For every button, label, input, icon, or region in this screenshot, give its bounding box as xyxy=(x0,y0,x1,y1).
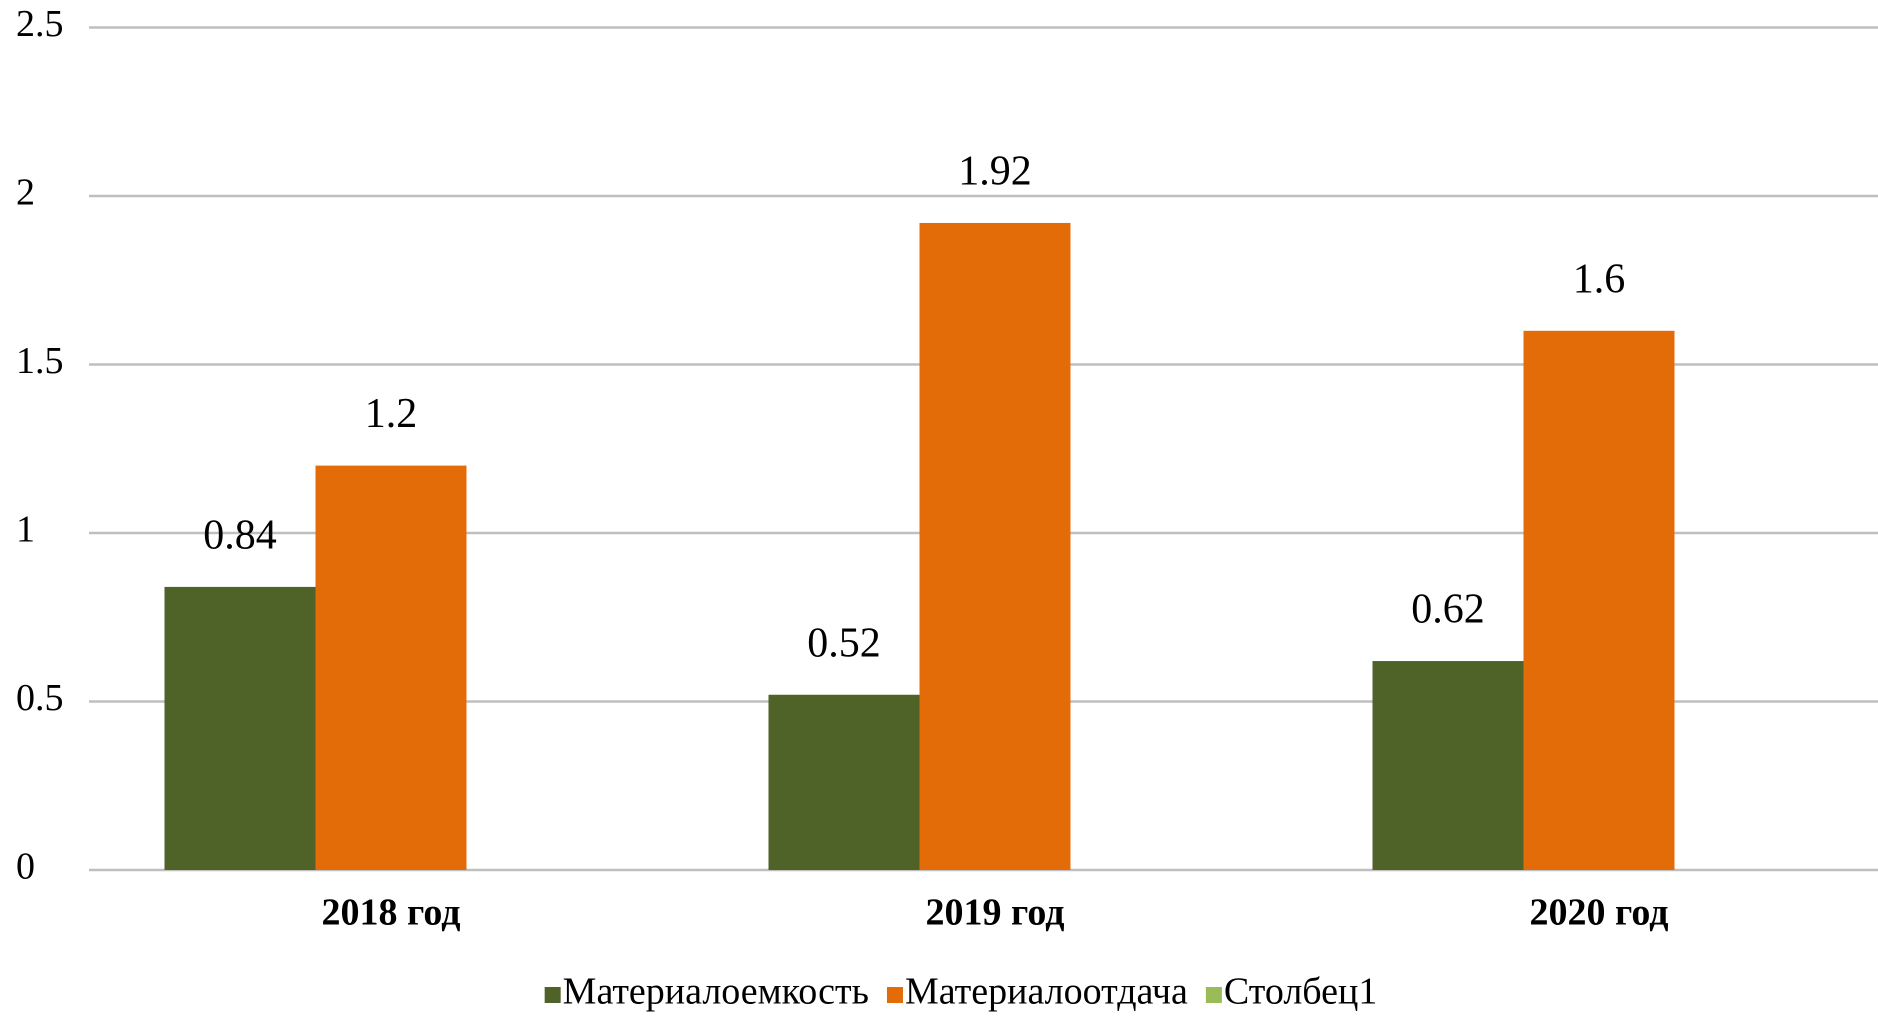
legend-label: Материалоемкость xyxy=(563,971,869,1013)
x-tick-label: 2019 год xyxy=(926,892,1065,934)
bar xyxy=(919,222,1071,870)
data-label: 0.62 xyxy=(1411,587,1485,633)
data-label: 0.52 xyxy=(807,620,881,666)
x-tick-label: 2018 год xyxy=(322,892,461,934)
y-tick-label: 2.5 xyxy=(16,3,64,45)
y-tick-label: 1.5 xyxy=(16,340,64,382)
legend-marker xyxy=(886,987,903,1003)
bar xyxy=(768,694,920,870)
legend-marker xyxy=(1205,987,1222,1003)
bar xyxy=(315,465,467,870)
data-label: 1.92 xyxy=(958,149,1032,195)
bar xyxy=(1523,330,1675,870)
data-label: 1.6 xyxy=(1573,256,1626,302)
y-tick-label: 1 xyxy=(16,509,35,551)
x-tick-label: 2020 год xyxy=(1530,892,1669,934)
legend-label: Столбец1 xyxy=(1224,971,1377,1013)
y-tick-label: 2 xyxy=(16,172,35,214)
bar xyxy=(164,586,316,870)
bar xyxy=(1372,661,1524,870)
data-label: 1.2 xyxy=(365,391,418,437)
data-label: 0.84 xyxy=(203,513,277,559)
y-tick-label: 0.5 xyxy=(16,677,64,719)
y-tick-label: 0 xyxy=(16,846,35,888)
legend-marker xyxy=(544,987,561,1003)
legend-label: Материалоотдача xyxy=(905,971,1188,1013)
